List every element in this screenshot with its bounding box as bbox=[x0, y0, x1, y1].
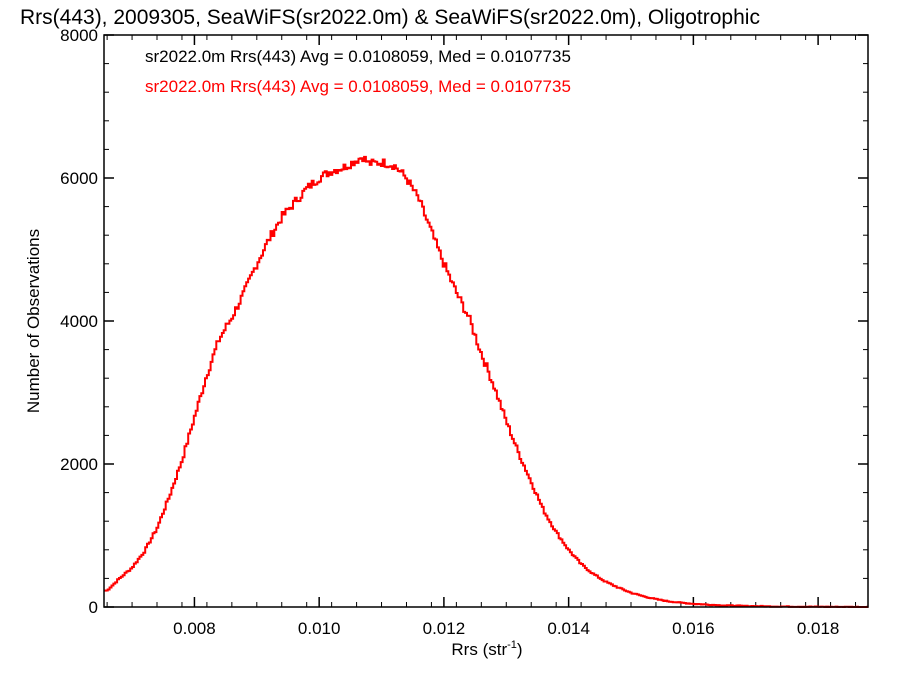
y-axis-label: Number of Observations bbox=[24, 229, 43, 413]
y-axis-ticks: 0 2000 4000 6000 8000 bbox=[60, 26, 868, 617]
y-tick-label: 0 bbox=[89, 598, 98, 617]
plot-frame bbox=[103, 34, 869, 608]
y-tick-label: 2000 bbox=[60, 455, 98, 474]
x-tick-label: 0.010 bbox=[298, 619, 341, 638]
stats-annotation-black: sr2022.0m Rrs(443) Avg = 0.0108059, Med … bbox=[145, 47, 571, 66]
x-axis-label-sup: -1 bbox=[507, 639, 517, 651]
chart-title: Rrs(443), 2009305, SeaWiFS(sr2022.0m) & … bbox=[20, 6, 760, 29]
x-tick-label: 0.018 bbox=[797, 619, 840, 638]
x-tick-label: 0.014 bbox=[547, 619, 590, 638]
x-axis-label-main: Rrs (str bbox=[451, 640, 507, 659]
y-tick-label: 6000 bbox=[60, 169, 98, 188]
x-axis-label-close: ) bbox=[517, 640, 523, 659]
histogram-series-line bbox=[104, 155, 869, 608]
y-tick-label: 4000 bbox=[60, 312, 98, 331]
x-axis-ticks: 0.008 0.010 0.012 0.014 0.016 0.018 bbox=[106, 35, 857, 638]
x-tick-label: 0.016 bbox=[672, 619, 715, 638]
x-tick-label: 0.012 bbox=[423, 619, 466, 638]
x-tick-label: 0.008 bbox=[173, 619, 216, 638]
x-axis-label: Rrs (str-1) bbox=[451, 639, 522, 659]
stats-annotation-red: sr2022.0m Rrs(443) Avg = 0.0108059, Med … bbox=[145, 77, 571, 96]
y-tick-label: 8000 bbox=[60, 26, 98, 45]
